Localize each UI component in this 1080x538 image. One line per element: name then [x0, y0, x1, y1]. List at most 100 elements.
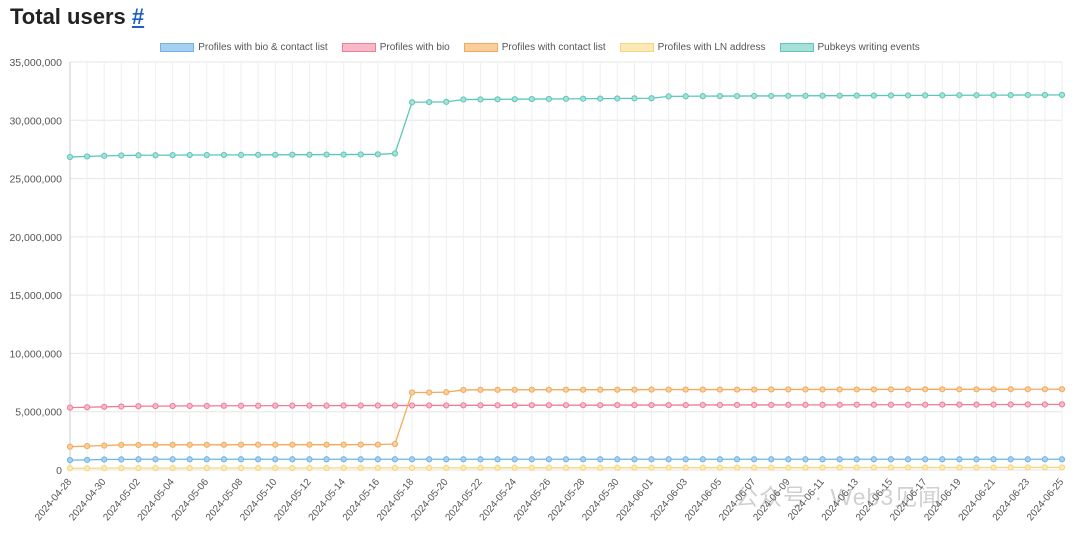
- data-point: [408, 456, 416, 463]
- data-point: [853, 401, 860, 408]
- data-point: [374, 456, 381, 463]
- data-point: [66, 456, 74, 464]
- data-point: [255, 464, 262, 472]
- data-point: [255, 441, 262, 448]
- data-point: [545, 386, 552, 393]
- data-point: [733, 456, 741, 463]
- data-point: [203, 456, 210, 463]
- data-point: [751, 464, 758, 471]
- data-point: [477, 402, 484, 409]
- data-point: [477, 456, 484, 463]
- data-point: [819, 456, 826, 463]
- data-point: [408, 389, 416, 396]
- data-point: [853, 456, 860, 463]
- data-point: [237, 456, 245, 463]
- data-point: [922, 401, 929, 408]
- data-point: [426, 389, 433, 396]
- data-point: [152, 403, 159, 410]
- data-point: [716, 92, 724, 100]
- legend-item[interactable]: Profiles with bio: [341, 42, 450, 53]
- data-point: [323, 441, 330, 448]
- data-point: [836, 456, 843, 463]
- data-point: [939, 92, 946, 99]
- data-point: [648, 401, 655, 409]
- data-point: [682, 456, 689, 463]
- data-point: [220, 151, 228, 159]
- legend-label: Profiles with contact list: [501, 42, 606, 53]
- data-point: [802, 401, 809, 408]
- data-point: [391, 464, 399, 472]
- watermark-text: 公众号 · Web3见闻: [735, 484, 943, 510]
- data-point: [494, 402, 501, 409]
- data-point: [785, 401, 792, 408]
- data-point: [733, 92, 741, 100]
- data-point: [819, 92, 826, 99]
- data-point: [545, 456, 552, 463]
- data-point: [768, 456, 775, 463]
- data-point: [460, 456, 467, 463]
- data-point: [939, 401, 946, 408]
- data-point: [597, 386, 604, 393]
- legend-item[interactable]: Profiles with bio & contact list: [160, 42, 328, 53]
- data-point: [101, 403, 108, 410]
- data-point: [357, 456, 364, 463]
- data-point: [408, 464, 416, 472]
- data-point: [768, 464, 775, 471]
- data-point: [562, 402, 570, 409]
- data-point: [562, 95, 570, 102]
- data-point: [169, 465, 176, 472]
- data-point: [631, 401, 638, 409]
- y-tick-label: 10,000,000: [9, 348, 62, 360]
- anchor-link[interactable]: #: [131, 4, 145, 29]
- data-point: [1058, 386, 1066, 393]
- data-point: [220, 464, 228, 472]
- data-point: [1007, 464, 1014, 471]
- data-point: [374, 151, 381, 158]
- data-point: [511, 456, 518, 463]
- data-point: [562, 386, 570, 393]
- data-point: [237, 464, 245, 472]
- data-point: [870, 92, 877, 99]
- chart-legend: Profiles with bio & contact list Profiles…: [0, 42, 1080, 53]
- data-point: [323, 402, 330, 409]
- data-point: [716, 386, 724, 393]
- series-3: [66, 464, 1066, 472]
- data-point: [990, 92, 997, 99]
- data-point: [186, 456, 193, 463]
- data-point: [990, 401, 997, 408]
- data-point: [135, 441, 142, 449]
- data-point: [939, 456, 946, 463]
- data-point: [904, 464, 912, 471]
- data-point: [648, 456, 655, 463]
- legend-item[interactable]: Profiles with LN address: [619, 42, 766, 53]
- data-point: [169, 456, 176, 463]
- data-point: [237, 441, 245, 448]
- data-point: [785, 464, 792, 471]
- legend-item[interactable]: Pubkeys writing events: [779, 42, 920, 53]
- data-point: [819, 401, 826, 408]
- data-point: [323, 151, 330, 158]
- data-point: [665, 401, 672, 409]
- data-point: [272, 151, 279, 158]
- data-point: [152, 441, 159, 448]
- data-point: [751, 401, 758, 409]
- data-point: [973, 386, 980, 393]
- data-point: [580, 386, 587, 393]
- data-point: [545, 95, 552, 103]
- data-point: [904, 386, 912, 393]
- data-point: [152, 465, 159, 472]
- data-point: [751, 92, 758, 100]
- data-point: [973, 464, 980, 471]
- legend-item[interactable]: Profiles with contact list: [463, 42, 606, 53]
- data-point: [597, 456, 604, 463]
- data-point: [306, 464, 313, 472]
- data-point: [66, 443, 74, 450]
- data-point: [135, 465, 142, 472]
- data-point: [323, 456, 330, 463]
- legend-swatch: [779, 43, 814, 52]
- data-point: [340, 402, 347, 409]
- data-point: [511, 96, 518, 103]
- data-point: [391, 150, 399, 157]
- data-point: [255, 402, 262, 409]
